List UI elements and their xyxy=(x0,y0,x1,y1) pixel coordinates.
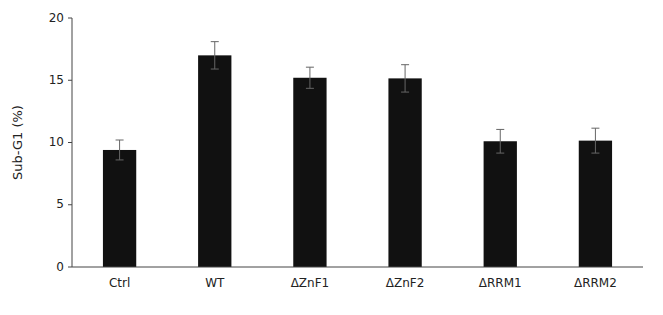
error-line xyxy=(500,129,501,153)
error-cap xyxy=(591,153,599,154)
y-tick-label: 5 xyxy=(56,197,64,211)
error-bar xyxy=(591,128,599,153)
y-axis-label: Sub-G1 (%) xyxy=(10,105,25,180)
bar xyxy=(484,141,517,267)
error-cap xyxy=(211,69,219,70)
error-cap xyxy=(401,92,409,93)
bars xyxy=(103,42,612,267)
error-line xyxy=(595,128,596,153)
error-bar xyxy=(401,65,409,92)
error-cap xyxy=(116,140,124,141)
bar xyxy=(293,78,326,267)
error-cap xyxy=(306,67,314,68)
error-cap xyxy=(306,88,314,89)
error-line xyxy=(214,42,215,69)
x-tick-label: ΔRRM1 xyxy=(479,276,522,290)
bar xyxy=(388,78,421,267)
y-tick-label: 0 xyxy=(56,260,64,274)
x-tick-label: ΔZnF1 xyxy=(291,276,330,290)
chart-svg: 0 5 10 15 20 Ctrl WT ΔZnF1 ΔZnF2 ΔRRM1 ΔRRM2 Sub-G1… xyxy=(0,0,663,315)
y-tick-label: 20 xyxy=(49,11,64,25)
error-cap xyxy=(591,128,599,129)
x-axis-line xyxy=(72,267,643,268)
error-line xyxy=(405,65,406,92)
error-bar xyxy=(306,67,314,88)
y-tick-label: 15 xyxy=(49,73,64,87)
y-tick-label: 10 xyxy=(49,135,64,149)
x-tick-label: Ctrl xyxy=(109,276,130,290)
y-tick xyxy=(68,18,72,19)
error-bar xyxy=(211,42,219,69)
bar xyxy=(198,55,231,267)
axes: 0 5 10 15 20 Ctrl WT ΔZnF1 ΔZnF2 ΔRRM1 ΔRRM2 xyxy=(49,11,643,291)
error-bar xyxy=(496,129,504,153)
error-cap xyxy=(496,129,504,130)
error-bar xyxy=(116,140,124,160)
error-cap xyxy=(401,64,409,65)
x-tick-label: ΔZnF2 xyxy=(386,276,425,290)
x-tick-label: WT xyxy=(205,276,225,290)
chart-container: 0 5 10 15 20 Ctrl WT ΔZnF1 ΔZnF2 ΔRRM1 ΔRRM2 Sub-G1… xyxy=(0,0,663,315)
x-tick-label: ΔRRM2 xyxy=(574,276,617,290)
y-tick xyxy=(68,204,72,205)
y-tick xyxy=(68,142,72,143)
error-line xyxy=(309,67,310,88)
error-cap xyxy=(496,153,504,154)
y-tick xyxy=(68,267,72,268)
error-cap xyxy=(116,159,124,160)
bar xyxy=(579,141,612,267)
bar xyxy=(103,150,136,267)
error-line xyxy=(119,140,120,160)
y-tick xyxy=(68,80,72,81)
error-cap xyxy=(211,41,219,42)
